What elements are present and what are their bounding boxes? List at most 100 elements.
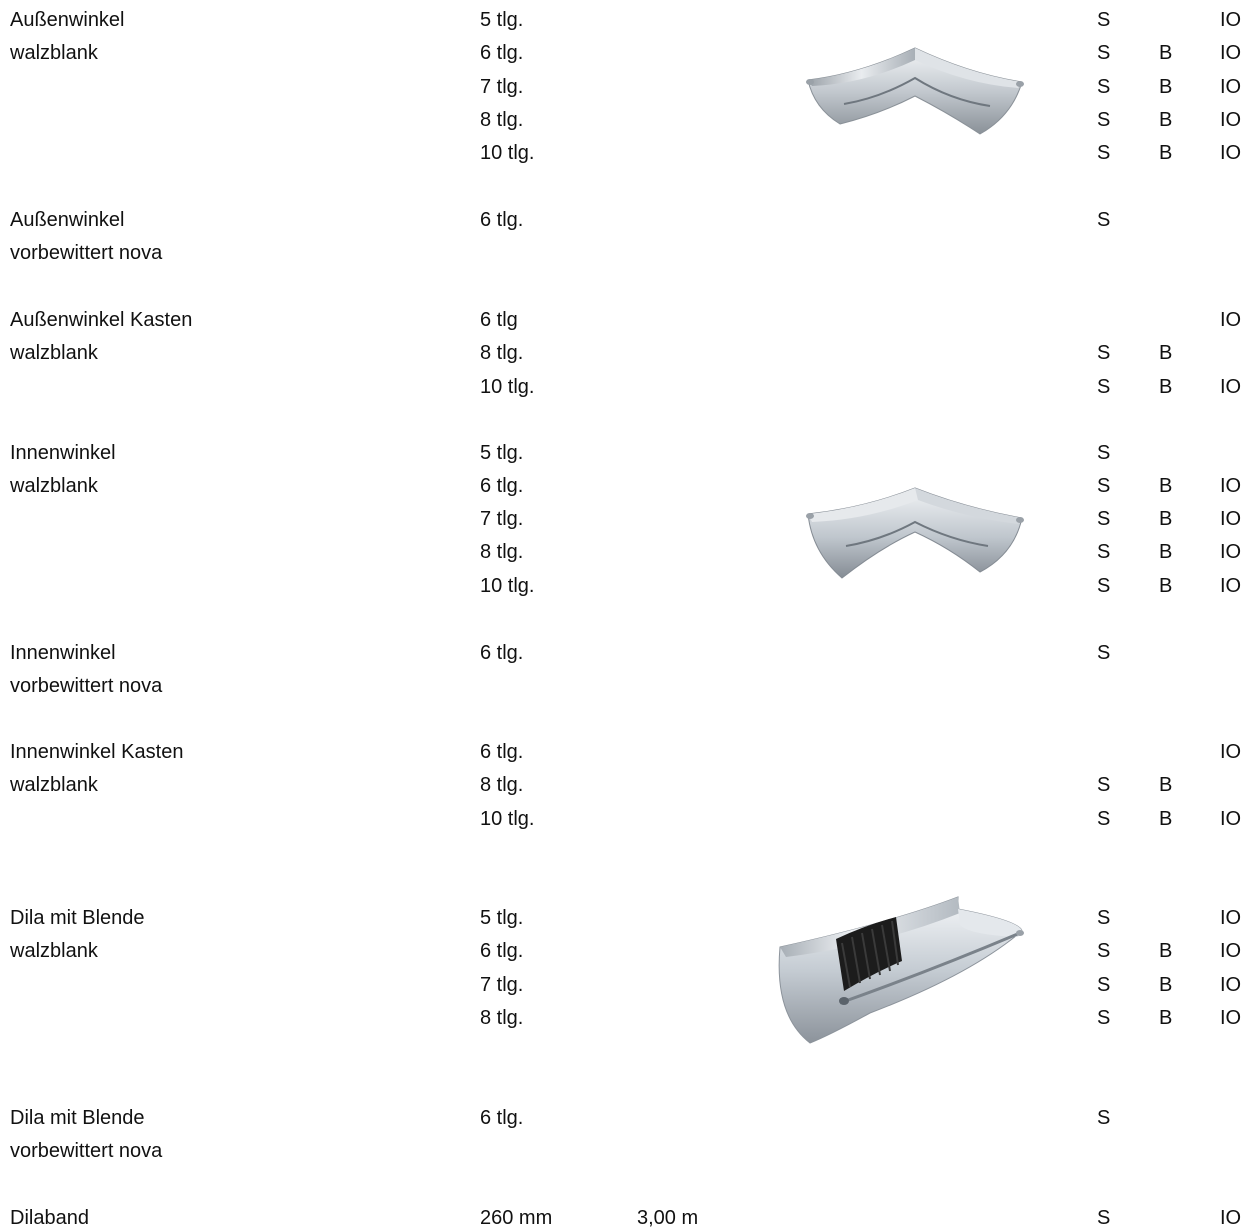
availability-b: B [1159, 76, 1173, 98]
size-cell: 8 tlg. [480, 109, 524, 131]
size-cell: 10 tlg. [480, 376, 535, 398]
availability-s: S [1097, 109, 1111, 131]
size-cell: 6 tlg. [480, 642, 524, 664]
expansion-joint-gutter-icon [778, 896, 1024, 1044]
product-name: walzblank [10, 42, 98, 64]
size-cell: 10 tlg. [480, 142, 535, 164]
product-name: Dila mit Blende [10, 907, 145, 929]
availability-b: B [1159, 575, 1173, 597]
size-cell: 5 tlg. [480, 9, 524, 31]
availability-b: B [1159, 541, 1173, 563]
product-name: vorbewittert nova [10, 1140, 163, 1162]
size-cell: 6 tlg [480, 309, 518, 331]
availability-s: S [1097, 342, 1111, 364]
size-cell: 6 tlg. [480, 209, 524, 231]
availability-io: IO [1220, 1007, 1242, 1029]
availability-s: S [1097, 442, 1111, 464]
size-cell: 6 tlg. [480, 1107, 524, 1129]
size-cell: 8 tlg. [480, 541, 524, 563]
product-name: Innenwinkel Kasten [10, 741, 184, 763]
availability-io: IO [1220, 42, 1242, 64]
availability-s: S [1097, 76, 1111, 98]
size-cell: 7 tlg. [480, 974, 524, 996]
size-cell: 10 tlg. [480, 575, 535, 597]
size-cell: 7 tlg. [480, 508, 524, 530]
availability-b: B [1159, 974, 1173, 996]
availability-io: IO [1220, 808, 1242, 830]
size-cell: 10 tlg. [480, 808, 535, 830]
availability-b: B [1159, 109, 1173, 131]
size-cell: 8 tlg. [480, 774, 524, 796]
availability-s: S [1097, 9, 1111, 31]
size-cell: 6 tlg. [480, 42, 524, 64]
size-cell: 8 tlg. [480, 1007, 524, 1029]
availability-s: S [1097, 974, 1111, 996]
availability-s: S [1097, 508, 1111, 530]
availability-io: IO [1220, 309, 1242, 331]
availability-b: B [1159, 1007, 1173, 1029]
availability-b: B [1159, 808, 1173, 830]
product-name: walzblank [10, 940, 98, 962]
availability-b: B [1159, 142, 1173, 164]
product-name: walzblank [10, 475, 98, 497]
availability-s: S [1097, 575, 1111, 597]
availability-b: B [1159, 376, 1173, 398]
availability-b: B [1159, 342, 1173, 364]
product-name: Innenwinkel [10, 442, 116, 464]
availability-s: S [1097, 774, 1111, 796]
product-name: walzblank [10, 342, 98, 364]
availability-b: B [1159, 42, 1173, 64]
product-name: vorbewittert nova [10, 242, 163, 264]
inner-corner-gutter-icon [806, 487, 1024, 579]
availability-io: IO [1220, 508, 1242, 530]
availability-s: S [1097, 376, 1111, 398]
availability-io: IO [1220, 575, 1242, 597]
availability-s: S [1097, 808, 1111, 830]
size-cell: 6 tlg. [480, 741, 524, 763]
product-name: Außenwinkel [10, 209, 125, 231]
availability-b: B [1159, 774, 1173, 796]
availability-io: IO [1220, 475, 1242, 497]
availability-io: IO [1220, 974, 1242, 996]
availability-io: IO [1220, 376, 1242, 398]
availability-s: S [1097, 642, 1111, 664]
availability-s: S [1097, 907, 1111, 929]
availability-io: IO [1220, 741, 1242, 763]
product-name: Dila mit Blende [10, 1107, 145, 1129]
availability-s: S [1097, 142, 1111, 164]
length-cell: 3,00 m [637, 1207, 699, 1229]
availability-s: S [1097, 1107, 1111, 1129]
size-cell: 5 tlg. [480, 907, 524, 929]
availability-io: IO [1220, 907, 1242, 929]
availability-io: IO [1220, 541, 1242, 563]
availability-b: B [1159, 475, 1173, 497]
size-cell: 6 tlg. [480, 475, 524, 497]
availability-io: IO [1220, 1207, 1242, 1229]
availability-s: S [1097, 940, 1111, 962]
size-cell: 5 tlg. [480, 442, 524, 464]
availability-io: IO [1220, 9, 1242, 31]
availability-s: S [1097, 1207, 1111, 1229]
availability-s: S [1097, 541, 1111, 563]
size-cell: 260 mm [480, 1207, 553, 1229]
outer-corner-gutter-icon [806, 47, 1024, 135]
product-name: walzblank [10, 774, 98, 796]
size-cell: 8 tlg. [480, 342, 524, 364]
availability-io: IO [1220, 142, 1242, 164]
product-name: vorbewittert nova [10, 675, 163, 697]
product-name: Außenwinkel [10, 9, 125, 31]
size-cell: 6 tlg. [480, 940, 524, 962]
availability-s: S [1097, 475, 1111, 497]
availability-io: IO [1220, 940, 1242, 962]
product-name: Außenwinkel Kasten [10, 309, 193, 331]
availability-s: S [1097, 1007, 1111, 1029]
availability-io: IO [1220, 76, 1242, 98]
availability-io: IO [1220, 109, 1242, 131]
availability-b: B [1159, 508, 1173, 530]
product-name: Innenwinkel [10, 642, 116, 664]
availability-b: B [1159, 940, 1173, 962]
availability-s: S [1097, 42, 1111, 64]
size-cell: 7 tlg. [480, 76, 524, 98]
availability-s: S [1097, 209, 1111, 231]
